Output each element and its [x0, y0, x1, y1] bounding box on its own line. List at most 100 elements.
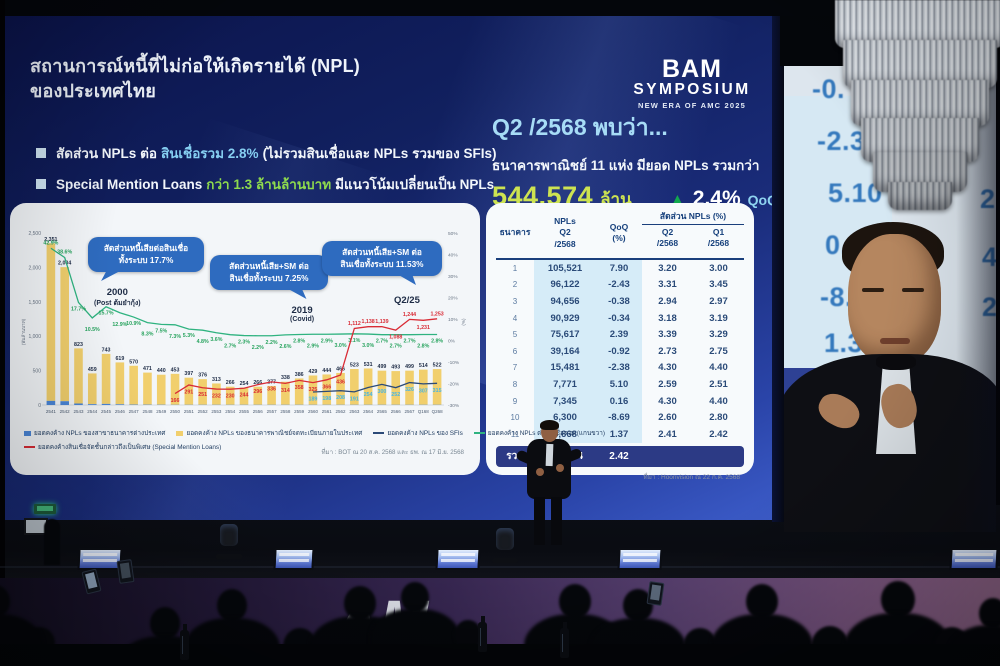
- table-cell: 4.40: [709, 395, 728, 407]
- svg-text:244: 244: [240, 393, 249, 399]
- bullet-npl-ratio: สัดส่วน NPLs ต่อ สินเชื่อรวม 2.8% (ไม่รวมส…: [36, 142, 496, 164]
- bullet-special-mention: Special Mention Loans กว่า 1.3 ล้านล้านบา…: [36, 173, 496, 195]
- svg-text:2557: 2557: [267, 409, 278, 414]
- table-cell: 7,345: [534, 392, 596, 410]
- svg-text:499: 499: [378, 364, 387, 370]
- table-cell: 9: [512, 396, 518, 406]
- svg-text:252: 252: [391, 392, 400, 398]
- svg-text:2.8%: 2.8%: [431, 338, 443, 344]
- table-cell: 7: [512, 363, 518, 373]
- npl-combo-chart: 2,500 2,000 1,500 1,000 500 0 50% 40% 30% 20% 10% 0…: [20, 231, 466, 414]
- svg-text:522: 522: [433, 363, 442, 369]
- speaker-leg: [534, 497, 545, 545]
- svg-text:(พันล้านบาท): (พันล้านบาท): [20, 318, 26, 345]
- svg-text:2565: 2565: [377, 409, 388, 414]
- svg-text:2542: 2542: [60, 409, 71, 414]
- table-cell: 2.94: [658, 295, 677, 307]
- svg-text:459: 459: [88, 367, 97, 373]
- svg-text:2548: 2548: [142, 409, 153, 414]
- svg-text:2556: 2556: [253, 409, 264, 414]
- svg-text:10.5%: 10.5%: [85, 327, 100, 333]
- svg-text:2544: 2544: [87, 409, 98, 414]
- table-row: 1 105,521 7.90 3.20 3.00: [496, 260, 744, 277]
- table-cell: 6: [512, 346, 518, 356]
- svg-text:251: 251: [198, 392, 207, 398]
- table-cell: 2.75: [709, 345, 728, 357]
- svg-text:743: 743: [102, 347, 111, 353]
- logo-bam-text: BAM: [662, 55, 722, 83]
- svg-text:-10%: -10%: [448, 360, 460, 366]
- svg-text:1,139: 1,139: [375, 319, 388, 325]
- logo-tagline: NEW ERA OF AMC 2025: [637, 100, 747, 110]
- speaker-bow-tie: [876, 354, 916, 370]
- svg-text:254: 254: [364, 392, 373, 398]
- svg-text:2554: 2554: [225, 409, 236, 414]
- svg-text:166: 166: [171, 398, 180, 404]
- bank-npl-table-panel: ธนาคาร NPLs Q2/2568 QoQ (%) สัดส่วน NPLs (…: [486, 203, 754, 481]
- svg-text:-20%: -20%: [448, 382, 460, 388]
- table-cell: 39,164: [534, 342, 596, 360]
- svg-text:2.6%: 2.6%: [279, 344, 291, 350]
- svg-text:326: 326: [405, 387, 414, 393]
- svg-text:0: 0: [38, 403, 41, 409]
- svg-text:2552: 2552: [198, 409, 209, 414]
- svg-text:2,004: 2,004: [58, 261, 71, 267]
- table-cell: 3.31: [658, 279, 677, 291]
- svg-text:296: 296: [253, 389, 262, 395]
- svg-text:2.7%: 2.7%: [376, 339, 388, 345]
- stage-monitor: [617, 548, 663, 570]
- svg-text:7.5%: 7.5%: [155, 328, 167, 334]
- svg-text:1,088: 1,088: [389, 335, 402, 341]
- table-cell: 1.37: [596, 425, 642, 443]
- svg-text:570: 570: [129, 359, 138, 365]
- svg-text:619: 619: [115, 356, 124, 362]
- table-row: 9 7,345 0.16 4.30 4.40: [496, 392, 744, 410]
- table-cell: -2.38: [596, 359, 642, 377]
- svg-text:38.6%: 38.6%: [57, 250, 72, 256]
- table-cell: 5: [512, 330, 518, 340]
- svg-text:429: 429: [309, 369, 318, 375]
- svg-text:453: 453: [171, 367, 180, 373]
- svg-text:2551: 2551: [184, 409, 195, 414]
- audience-member: [746, 584, 778, 620]
- speaker-mouth: [880, 338, 910, 344]
- table-cell: -0.34: [596, 309, 642, 327]
- table-cell: 0.16: [596, 392, 642, 410]
- svg-text:42.9%: 42.9%: [43, 240, 58, 246]
- svg-text:4.8%: 4.8%: [197, 339, 209, 345]
- svg-text:2553: 2553: [211, 409, 222, 414]
- svg-text:5.3%: 5.3%: [183, 333, 195, 339]
- svg-text:2550: 2550: [170, 409, 181, 414]
- svg-text:3.0%: 3.0%: [335, 343, 347, 349]
- audience-member: [217, 589, 247, 622]
- svg-text:523: 523: [350, 363, 359, 369]
- svg-text:50%: 50%: [448, 231, 458, 237]
- table-cell: 10: [510, 413, 520, 423]
- table-cell: 2.41: [658, 428, 677, 440]
- legend-item: ยอดคงค้าง NPLs ของสาขาธนาคารต่างประเทศ: [24, 428, 165, 438]
- svg-text:2563: 2563: [349, 409, 360, 414]
- table-cell: 4: [512, 313, 518, 323]
- svg-text:1,500: 1,500: [28, 300, 41, 306]
- svg-text:313: 313: [212, 377, 221, 383]
- table-cell: 2.80: [709, 412, 728, 424]
- stage-monitor: [77, 548, 123, 570]
- svg-text:325: 325: [309, 387, 318, 393]
- stage-edge: [0, 566, 1000, 568]
- svg-text:Q168: Q168: [418, 409, 430, 414]
- legend-item: ยอดคงค้าง NPLs ของธนาคารพาณิชย์จดทะเบียน…: [176, 428, 362, 438]
- svg-text:2547: 2547: [129, 409, 140, 414]
- audience-member: [401, 582, 429, 613]
- table-cell: 90,929: [534, 309, 596, 327]
- svg-text:2,351: 2,351: [44, 237, 57, 243]
- table-cell: 2.51: [709, 378, 728, 390]
- svg-text:2.7%: 2.7%: [403, 339, 415, 345]
- era-label-2000: 2000 (Post ต้มยำกุ้ง): [94, 287, 141, 307]
- audience-member: [0, 585, 10, 618]
- table-cell: 7.90: [596, 260, 642, 277]
- svg-text:358: 358: [295, 385, 304, 391]
- svg-text:315: 315: [433, 388, 442, 394]
- wall: [0, 0, 5, 666]
- svg-text:254: 254: [240, 381, 249, 387]
- svg-text:471: 471: [143, 366, 152, 372]
